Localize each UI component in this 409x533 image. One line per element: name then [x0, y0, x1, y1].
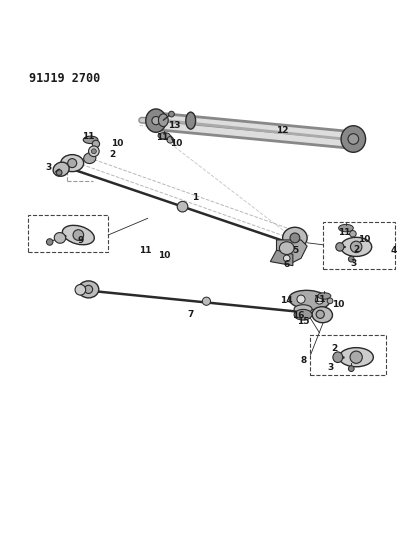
- Ellipse shape: [282, 227, 306, 248]
- Ellipse shape: [350, 241, 361, 253]
- Ellipse shape: [349, 351, 362, 364]
- Text: 8: 8: [299, 356, 306, 365]
- Ellipse shape: [326, 298, 332, 304]
- Text: 2: 2: [109, 150, 115, 159]
- Ellipse shape: [151, 117, 160, 125]
- Ellipse shape: [92, 140, 99, 148]
- Ellipse shape: [293, 305, 311, 313]
- Ellipse shape: [145, 109, 166, 132]
- Text: 7: 7: [187, 310, 193, 319]
- Ellipse shape: [332, 352, 342, 362]
- Text: 5: 5: [291, 246, 297, 255]
- Ellipse shape: [73, 230, 83, 240]
- Ellipse shape: [338, 224, 353, 232]
- Text: 9: 9: [77, 236, 83, 245]
- Ellipse shape: [91, 149, 96, 154]
- Text: 11: 11: [312, 295, 325, 304]
- Text: 10: 10: [170, 140, 182, 148]
- Text: 4: 4: [390, 246, 396, 255]
- Text: 10: 10: [157, 252, 170, 261]
- Text: 3: 3: [349, 259, 355, 268]
- Ellipse shape: [61, 155, 83, 172]
- Ellipse shape: [347, 134, 358, 144]
- Text: 13: 13: [168, 121, 180, 130]
- Text: 1: 1: [191, 192, 198, 201]
- Ellipse shape: [84, 285, 92, 294]
- Ellipse shape: [289, 233, 299, 243]
- Ellipse shape: [340, 126, 365, 152]
- Ellipse shape: [348, 256, 353, 262]
- Text: 10: 10: [332, 301, 344, 310]
- Ellipse shape: [283, 255, 289, 262]
- Ellipse shape: [293, 309, 311, 320]
- Text: 12: 12: [276, 126, 288, 135]
- Text: 6: 6: [283, 260, 289, 269]
- Bar: [28, 215, 108, 252]
- Ellipse shape: [335, 243, 343, 251]
- Ellipse shape: [53, 162, 69, 176]
- Polygon shape: [276, 240, 306, 264]
- Text: 2: 2: [352, 245, 358, 254]
- Ellipse shape: [83, 136, 98, 143]
- Ellipse shape: [78, 281, 99, 298]
- Text: 10: 10: [357, 235, 370, 244]
- Ellipse shape: [315, 296, 323, 304]
- Ellipse shape: [177, 201, 187, 212]
- Text: 14: 14: [280, 295, 292, 304]
- Ellipse shape: [158, 114, 168, 127]
- Ellipse shape: [311, 306, 332, 322]
- Ellipse shape: [340, 237, 371, 256]
- Text: 15: 15: [297, 317, 309, 326]
- Ellipse shape: [296, 295, 304, 303]
- Text: 2: 2: [331, 344, 337, 353]
- Ellipse shape: [46, 239, 53, 245]
- Ellipse shape: [166, 136, 173, 143]
- Text: 11: 11: [155, 133, 168, 142]
- Bar: [323, 222, 394, 269]
- Ellipse shape: [67, 159, 76, 167]
- Ellipse shape: [83, 153, 96, 164]
- Ellipse shape: [185, 112, 195, 129]
- Ellipse shape: [279, 242, 293, 254]
- Ellipse shape: [168, 111, 174, 117]
- Ellipse shape: [56, 169, 62, 175]
- Text: 10: 10: [111, 140, 123, 148]
- Ellipse shape: [75, 285, 85, 295]
- Ellipse shape: [62, 225, 94, 245]
- Text: 11: 11: [139, 246, 152, 255]
- Ellipse shape: [317, 293, 330, 299]
- Text: 11: 11: [337, 229, 349, 238]
- Ellipse shape: [54, 232, 65, 243]
- Ellipse shape: [288, 290, 329, 310]
- Ellipse shape: [202, 297, 210, 305]
- Text: 16: 16: [292, 311, 304, 320]
- Text: 11: 11: [82, 132, 94, 141]
- Text: 91J19 2700: 91J19 2700: [29, 72, 100, 85]
- Bar: [310, 335, 385, 375]
- Ellipse shape: [348, 366, 353, 372]
- Polygon shape: [270, 250, 292, 265]
- Ellipse shape: [157, 133, 170, 139]
- Text: 3: 3: [327, 364, 333, 373]
- Ellipse shape: [315, 310, 324, 318]
- Text: 3: 3: [45, 163, 52, 172]
- Ellipse shape: [338, 348, 373, 367]
- Ellipse shape: [88, 146, 99, 157]
- Ellipse shape: [349, 231, 355, 237]
